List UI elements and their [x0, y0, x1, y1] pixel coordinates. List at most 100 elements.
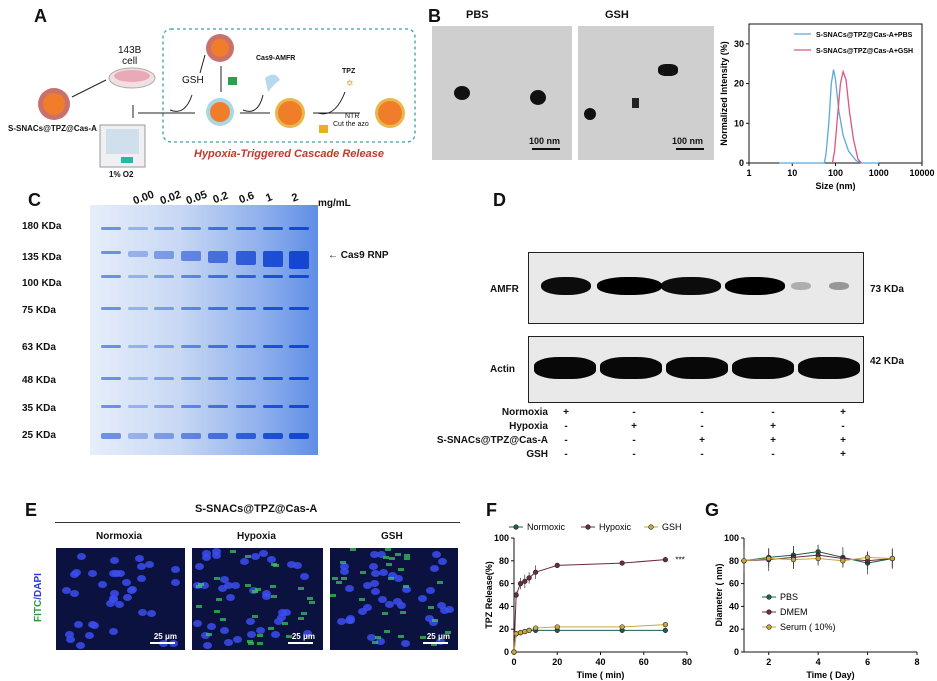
fitc-signal: [336, 581, 343, 585]
condition-sign: +: [631, 421, 637, 432]
gel-band: [101, 227, 121, 230]
cascade-caption: Hypoxia-Triggered Cascade Release: [194, 148, 384, 160]
condition-sign: +: [840, 435, 846, 446]
scale-bar: [676, 148, 704, 150]
gel-band: [128, 377, 148, 380]
condition-sign: -: [632, 435, 636, 446]
gel-band: [128, 251, 148, 257]
nucleus: [123, 594, 133, 602]
significance-annotation: ***: [675, 556, 684, 565]
gel-band: [236, 405, 256, 408]
gel-band: [128, 307, 148, 310]
nucleus: [137, 609, 147, 617]
nucleus: [212, 551, 222, 559]
data-point: [766, 555, 772, 562]
nucleus: [147, 610, 157, 618]
y-tick-label: 0: [739, 158, 744, 168]
fitc-signal: [206, 633, 213, 637]
fitc-signal: [255, 588, 262, 592]
condition-sign: -: [564, 449, 568, 460]
fitc-signal: [196, 584, 203, 588]
nucleus: [266, 556, 276, 564]
data-point: [840, 558, 846, 564]
fluorescence-image-gsh: 25 μm: [330, 548, 458, 650]
gel-band: [128, 345, 148, 348]
fitc-signal: [420, 635, 427, 639]
nucleus: [370, 579, 380, 587]
nucleus: [230, 581, 240, 589]
gel-band: [263, 345, 283, 348]
nucleus: [219, 576, 229, 584]
nucleus: [110, 556, 120, 564]
oxygen-label: 1% O2: [109, 170, 134, 179]
tem-label-gsh: GSH: [605, 9, 629, 21]
x-tick-label: 10000: [909, 168, 934, 178]
gel-band: [289, 433, 309, 439]
gel-band: [154, 405, 174, 408]
condition-sign: -: [564, 435, 568, 446]
legend-marker: [766, 624, 772, 630]
gel-band: [263, 433, 283, 439]
arrow: [169, 94, 193, 112]
blot-amfr: [528, 252, 864, 324]
fluorescence-image-hypoxia: 25 μm: [192, 548, 323, 650]
nucleus: [369, 550, 379, 558]
gel-band: [236, 251, 256, 265]
blot-band: [600, 357, 662, 379]
x-tick-label: 40: [595, 657, 605, 667]
fitc-signal: [248, 642, 255, 646]
gel-band: [236, 227, 256, 230]
nucleus: [194, 562, 204, 570]
gel-band: [236, 377, 256, 380]
data-point: [522, 578, 528, 584]
tpz-molecule-icon: ✡: [346, 78, 354, 88]
blot-band: [534, 357, 596, 379]
nucleus: [274, 618, 284, 626]
y-axis-label: Normalized Intensity (%): [720, 41, 729, 146]
condition-sign: -: [700, 449, 704, 460]
fitc-signal: [307, 596, 314, 600]
data-point: [526, 575, 532, 581]
gel-band: [154, 433, 174, 439]
fitc-signal: [387, 577, 394, 581]
condition-sign: +: [699, 435, 705, 446]
nucleus: [438, 557, 448, 565]
nucleus: [224, 582, 234, 590]
gel-image: [90, 205, 318, 455]
nucleus: [437, 601, 447, 609]
data-point: [790, 557, 797, 563]
data-point: [554, 562, 560, 568]
y-axis-label: Diameter ( nm): [714, 563, 724, 626]
fitc-signal: [385, 562, 392, 566]
fitc-signal: [216, 598, 222, 602]
fitc-signal: [332, 577, 339, 581]
gel-band: [236, 307, 256, 310]
nucleus: [207, 623, 216, 631]
fitc-signal: [268, 626, 275, 630]
nucleus: [299, 573, 309, 581]
nucleus: [246, 618, 256, 626]
nanoparticle-icon: [375, 98, 405, 128]
nucleus: [112, 570, 122, 578]
gel-band: [289, 251, 309, 269]
fitc-signal: [394, 552, 401, 556]
nucleus: [219, 626, 229, 634]
data-point: [554, 624, 560, 630]
nucleus: [201, 554, 211, 562]
fitc-signal: [398, 634, 405, 638]
nucleus: [393, 598, 403, 606]
cell-label: cell: [122, 56, 138, 67]
gel-band: [263, 307, 283, 310]
nucleus: [340, 563, 350, 571]
nucleus: [258, 550, 268, 558]
cascade-box: [162, 28, 416, 143]
y-tick-label: 20: [734, 79, 744, 89]
fitc-signal: [403, 584, 410, 588]
nucleus: [108, 595, 118, 603]
nucleus: [340, 567, 350, 575]
y-tick-label: 80: [729, 556, 739, 566]
gel-band: [181, 433, 201, 439]
nucleus: [271, 630, 281, 638]
x-tick-label: 4: [816, 657, 821, 667]
y-tick-label: 80: [499, 556, 509, 566]
